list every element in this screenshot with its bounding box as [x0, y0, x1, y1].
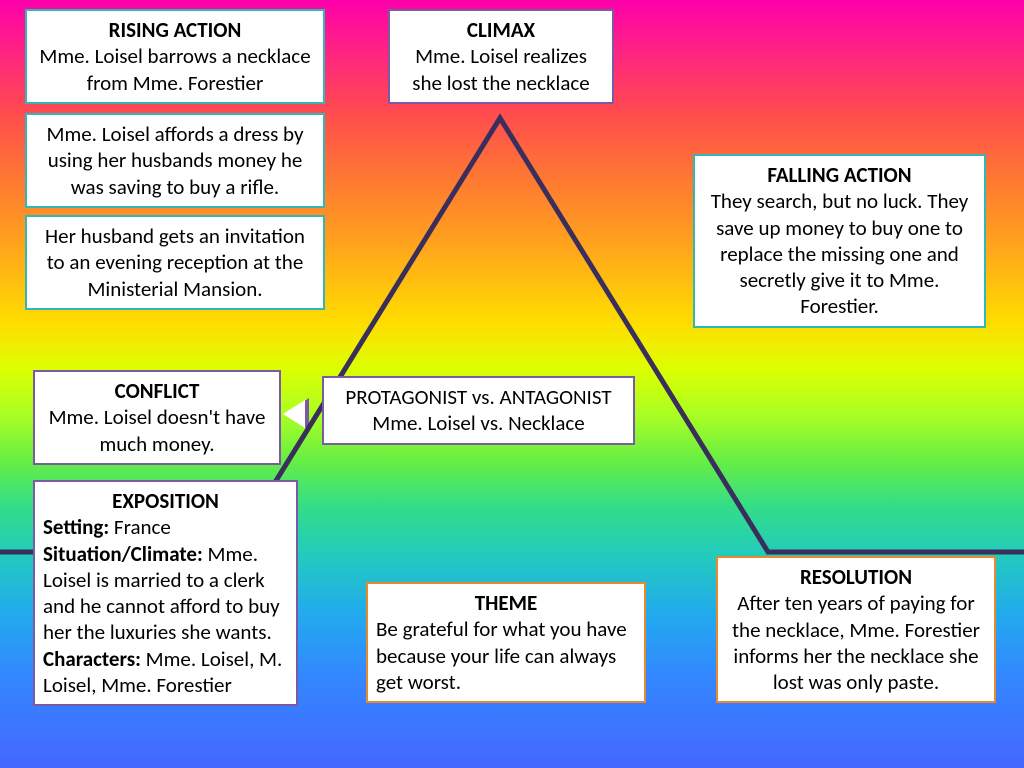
climax-title: CLIMAX [398, 17, 604, 43]
rising-action-title: RISING ACTION [35, 17, 315, 43]
protagonist-line2: Mme. Loisel vs. Necklace [372, 410, 584, 436]
theme-body: Be grateful for what you have because yo… [376, 616, 636, 695]
resolution-title: RESOLUTION [726, 564, 986, 590]
protagonist-line1: PROTAGONIST vs. ANTAGONIST [345, 384, 611, 410]
falling-action-body: They search, but no luck. They save up m… [711, 188, 969, 319]
theme-box: THEME Be grateful for what you have beca… [366, 582, 646, 703]
exposition-setting-row: Setting: France [43, 514, 288, 540]
exposition-setting-label: Setting: [43, 514, 109, 540]
exposition-situation-row: Situation/Climate: Mme. Loisel is marrie… [43, 541, 288, 646]
exposition-situation-label: Situation/Climate: [43, 541, 203, 567]
rising-action-2-body: Mme. Loisel affords a dress by using her… [47, 121, 304, 200]
conflict-title: CONFLICT [43, 378, 271, 404]
exposition-setting: France [109, 514, 171, 540]
rising-action-box: RISING ACTION Mme. Loisel barrows a neck… [25, 9, 325, 104]
exposition-characters-label: Characters: [43, 646, 141, 672]
climax-body: Mme. Loisel realizes she lost the neckla… [412, 43, 589, 95]
rising-action-body: Mme. Loisel barrows a necklace from Mme.… [39, 43, 310, 95]
falling-action-title: FALLING ACTION [703, 162, 976, 188]
arrow-left-icon [283, 400, 305, 428]
conflict-box: CONFLICT Mme. Loisel doesn't have much m… [33, 370, 281, 465]
exposition-title: EXPOSITION [43, 488, 288, 514]
rising-action-box-3: Her husband gets an invitation to an eve… [25, 215, 325, 310]
resolution-body: After ten years of paying for the neckla… [732, 590, 980, 695]
rising-action-3-body: Her husband gets an invitation to an eve… [45, 223, 305, 302]
climax-box: CLIMAX Mme. Loisel realizes she lost the… [388, 9, 614, 104]
theme-title: THEME [376, 590, 636, 616]
exposition-box: EXPOSITION Setting: France Situation/Cli… [33, 480, 298, 706]
conflict-body: Mme. Loisel doesn't have much money. [49, 404, 266, 456]
rising-action-box-2: Mme. Loisel affords a dress by using her… [25, 113, 325, 208]
exposition-characters-row: Characters: Mme. Loisel, M. Loisel, Mme.… [43, 646, 288, 699]
resolution-box: RESOLUTION After ten years of paying for… [716, 556, 996, 703]
falling-action-box: FALLING ACTION They search, but no luck.… [693, 154, 986, 328]
protagonist-box: PROTAGONIST vs. ANTAGONIST Mme. Loisel v… [322, 376, 635, 445]
